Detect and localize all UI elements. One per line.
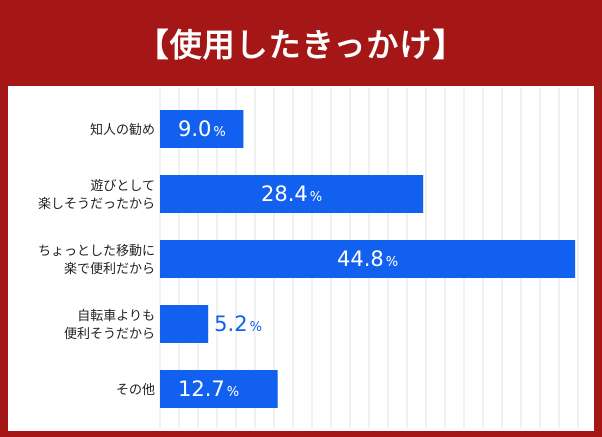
data-label: 28.4% <box>261 182 322 206</box>
category-label: 自転車よりも便利そうだから <box>64 309 155 342</box>
data-label: 44.8% <box>337 247 398 271</box>
data-label: 12.7% <box>178 377 239 401</box>
bar <box>160 240 576 278</box>
bar <box>160 370 278 408</box>
bar <box>160 305 209 343</box>
chart-title: 【使用したきっかけ】 <box>136 26 466 64</box>
data-label: 5.2% <box>214 312 262 336</box>
category-label: ちょっとした移動に楽で便利だから <box>38 244 155 277</box>
data-label: 9.0% <box>178 117 226 141</box>
category-label: 知人の勧め <box>90 122 155 138</box>
bar <box>160 175 424 213</box>
category-label: その他 <box>116 383 155 398</box>
bar <box>160 110 244 148</box>
category-label: 遊びとして楽しそうだったから <box>38 179 155 212</box>
